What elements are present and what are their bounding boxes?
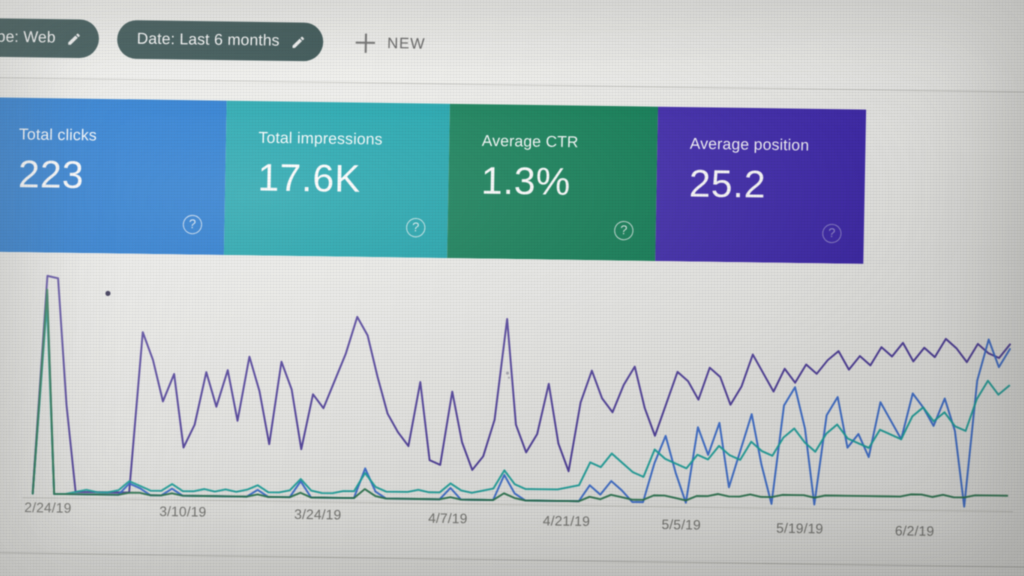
metric-card-value: 223 (17, 153, 85, 198)
metric-card-total-clicks[interactable]: Total clicks 223 ? (0, 97, 227, 255)
dust-speck (505, 371, 510, 375)
metric-card-value: 17.6K (257, 156, 361, 202)
dust-speck (507, 376, 510, 379)
x-axis-tick-label: 4/21/19 (542, 513, 591, 530)
pencil-icon[interactable] (291, 34, 307, 49)
filter-chip-search-type-label: type: Web (0, 28, 56, 47)
plus-icon (356, 33, 376, 53)
add-new-filter-button[interactable]: NEW (356, 33, 426, 53)
metric-card-row: Total clicks 223 ? Total impressions 17.… (0, 97, 886, 264)
filter-chip-search-type[interactable]: type: Web (0, 17, 100, 59)
metric-card-label: Average CTR (481, 132, 579, 152)
x-axis-tick-label: 3/10/19 (159, 503, 207, 520)
metric-card-label: Total clicks (18, 126, 98, 145)
help-circle-icon[interactable]: ? (405, 217, 426, 238)
x-axis-tick-label: 6/2/19 (894, 523, 935, 540)
performance-line-chart[interactable] (0, 251, 1024, 532)
filter-chip-date[interactable]: Date: Last 6 months (117, 20, 324, 62)
chart-series-line (31, 293, 1011, 508)
metric-card-label: Total impressions (258, 129, 383, 149)
chart-series-line (31, 302, 1011, 496)
add-new-filter-label: NEW (387, 34, 426, 53)
help-circle-icon[interactable]: ? (822, 223, 842, 244)
performance-chart-panel[interactable]: 2/24/19 3/10/19 3/24/19 4/7/19 4/21/19 5/5/19… (0, 251, 1024, 572)
x-axis-tick-label: 3/24/19 (294, 506, 342, 523)
metric-card-value: 25.2 (688, 162, 767, 207)
x-axis-tick-label: 5/19/19 (776, 520, 824, 536)
help-circle-icon[interactable]: ? (613, 220, 634, 241)
chart-series-line (31, 274, 1011, 494)
chart-series-line (31, 288, 1009, 503)
help-circle-icon[interactable]: ? (182, 214, 203, 235)
x-axis-tick-label: 5/5/19 (661, 516, 702, 533)
metric-card-value: 1.3% (480, 160, 571, 204)
chart-bottom-divider (0, 551, 1024, 568)
dust-speck (105, 290, 111, 297)
x-axis-tick-label: 2/24/19 (24, 499, 72, 516)
metric-card-average-ctr[interactable]: Average CTR 1.3% ? (447, 103, 659, 261)
metric-card-total-impressions[interactable]: Total impressions 17.6K ? (223, 100, 450, 259)
metric-card-label: Average position (689, 135, 810, 155)
filter-chip-date-label: Date: Last 6 months (136, 30, 280, 50)
x-axis-tick-label: 4/7/19 (428, 510, 468, 527)
metric-card-average-position[interactable]: Average position 25.2 ? (655, 106, 867, 264)
pencil-icon[interactable] (67, 31, 83, 46)
filter-chip-row: type: Web Date: Last 6 months (0, 17, 426, 63)
